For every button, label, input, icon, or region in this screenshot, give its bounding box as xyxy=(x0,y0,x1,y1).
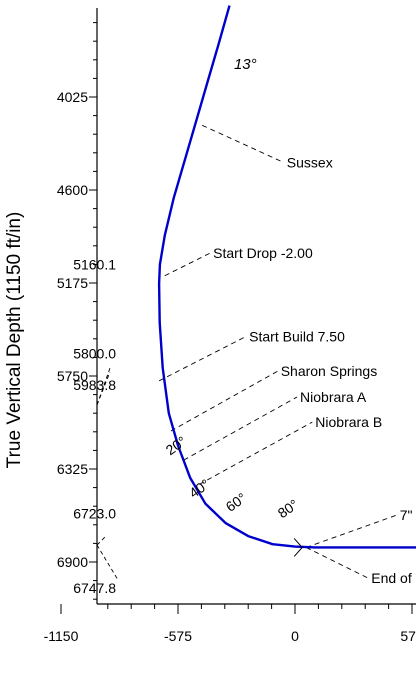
annotation-labels: 13° Sussex Start Drop -2.00 Start Build 7.5… xyxy=(73,56,416,596)
annotation-leader-line xyxy=(306,514,397,548)
annotation-label: 60° xyxy=(223,490,250,515)
x-tick-label: -575 xyxy=(164,628,192,644)
plot-axes: 4025 4600 5175 5750 6325 6900 -1150 -575 0 575 xyxy=(44,8,416,644)
annotation-label: Niobrara A xyxy=(300,389,367,405)
annotation-label: Sharon Springs xyxy=(281,363,378,379)
annotation-label: 6747.8 xyxy=(73,580,116,596)
wellbore-path-line xyxy=(157,5,416,549)
annotation-label: Niobrara B xyxy=(315,414,382,430)
x-tick-label: 575 xyxy=(400,628,416,644)
annotation-label: 5160.1 xyxy=(73,256,116,272)
annotation-label: Start Build 7.50 xyxy=(249,328,345,344)
annotation-label: 6723.0 xyxy=(73,505,116,521)
series-marks xyxy=(157,5,416,557)
y-tick-label: 4600 xyxy=(57,182,88,198)
annotation-leader-line xyxy=(202,124,284,163)
y-tick-label: 5175 xyxy=(57,275,88,291)
annotation-leader-line xyxy=(164,252,211,277)
depth-marker-leader-line xyxy=(96,535,107,546)
annotation-leader-line xyxy=(183,396,298,461)
annotation-label: 13° xyxy=(234,56,257,73)
annotation-label: 5800.0 xyxy=(73,345,116,361)
y-tick-label: 5750 xyxy=(57,368,88,384)
y-tick-label: 6325 xyxy=(57,461,88,477)
x-tick-label: 0 xyxy=(291,628,299,644)
annotation-leader-line xyxy=(170,370,278,432)
annotation-leader-line xyxy=(305,547,369,579)
annotation-leader-line xyxy=(158,335,247,382)
casing-marker-icon xyxy=(293,538,303,557)
x-tick-label: -1150 xyxy=(44,628,79,644)
annotation-leader-line xyxy=(199,421,313,485)
annotation-label: Start Drop -2.00 xyxy=(213,245,313,261)
annotation-label: Sussex xyxy=(287,155,333,171)
y-tick-label: 4025 xyxy=(57,89,88,105)
y-tick-label: 6900 xyxy=(57,554,88,570)
annotation-label: 5983.8 xyxy=(73,377,116,393)
annotation-label: End of L xyxy=(371,570,416,586)
annotation-label: 80° xyxy=(275,496,302,521)
annotation-label: 7" xyxy=(400,507,413,523)
annotation-label: 20° xyxy=(163,433,190,458)
depth-marker-leader-line xyxy=(96,544,119,581)
y-axis-label: True Vertical Depth (1150 ft/in) xyxy=(4,212,25,469)
depth-marker-leader-line xyxy=(96,371,111,406)
annotation-leaders xyxy=(96,124,397,581)
